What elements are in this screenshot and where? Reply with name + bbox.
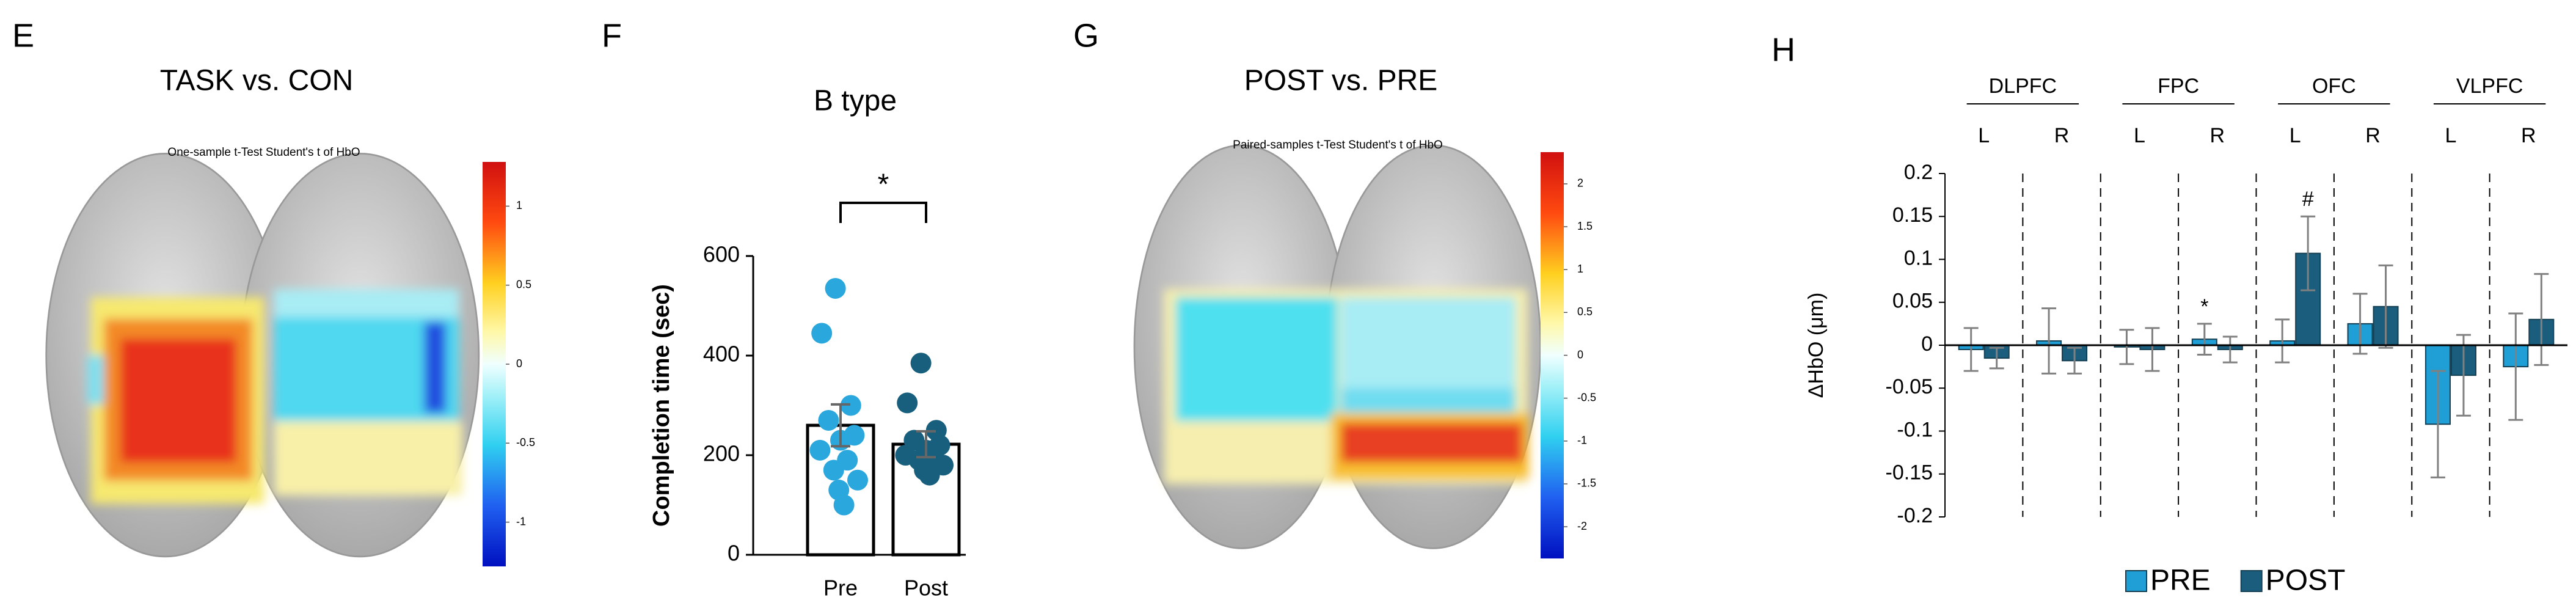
panel-title: B type [814, 85, 897, 117]
error-bar [1963, 327, 1979, 372]
colorbar-tick-label: 0 [1577, 348, 1583, 360]
x-tick-label: L [1978, 124, 1990, 147]
colorbar-tick-label: -1.5 [1577, 477, 1596, 489]
group-label: VLPFC [2456, 75, 2523, 98]
panel-letter: E [12, 17, 34, 54]
error-bar [2145, 327, 2160, 372]
colorbar-tick-label: 1 [516, 199, 522, 211]
colorbar-tick-label: -0.5 [1577, 391, 1596, 403]
error-bar [2430, 370, 2445, 478]
panel-subtitle: Paired-samples t-Test Student's t of HbO [1233, 139, 1443, 152]
data-point [825, 277, 846, 299]
x-tick-label: L [2290, 124, 2301, 147]
colorbar-tick-label: 1 [1577, 263, 1583, 275]
x-tick-label: L [2445, 124, 2456, 147]
colorbar [483, 162, 506, 566]
error-bar [2041, 307, 2057, 375]
x-tick-label: R [2521, 124, 2536, 147]
x-tick-label: R [2210, 124, 2225, 147]
data-point [811, 323, 833, 344]
colorbar-tick-label: 0 [516, 357, 522, 370]
colorbar-tick-label: -2 [1577, 520, 1587, 532]
y-tick-label: 0.15 [1892, 203, 1933, 227]
error-bar [2275, 318, 2290, 364]
x-tick-label: Post [904, 576, 948, 601]
error-bar [2378, 264, 2393, 349]
y-tick-label: 0.2 [1904, 161, 1933, 184]
y-axis-label: ΔHbO (μm) [1804, 293, 1828, 398]
y-tick-label: -0.2 [1897, 504, 1933, 527]
colorbar-tick-label: -1 [516, 515, 526, 527]
y-tick-label: 0.1 [1904, 246, 1933, 269]
y-tick-label: 400 [703, 342, 740, 367]
colorbar [1541, 152, 1564, 558]
data-point [809, 439, 831, 461]
group-label: OFC [2312, 75, 2356, 98]
data-point [910, 353, 932, 374]
legend-swatch [2240, 570, 2263, 592]
significance-bracket [839, 202, 927, 223]
panel-letter: G [1073, 17, 1099, 54]
error-bar [2222, 335, 2238, 364]
error-bar [2456, 334, 2471, 417]
y-tick-label: -0.1 [1897, 418, 1933, 441]
brain-map [1133, 144, 1542, 549]
panel-letter: H [1771, 31, 1795, 68]
panel-title: POST vs. PRE [1244, 65, 1438, 97]
x-tick-label: L [2134, 124, 2145, 147]
error-bar [916, 430, 936, 459]
data-point [847, 469, 868, 491]
brain-map [45, 153, 480, 558]
error-bar [2067, 346, 2082, 375]
y-tick-label: 0 [1921, 332, 1933, 356]
error-bar [2508, 312, 2523, 421]
y-tick-label: -0.05 [1886, 375, 1933, 398]
y-tick-label: 200 [703, 441, 740, 466]
significance-mark: # [2302, 188, 2314, 211]
error-bar [831, 403, 850, 448]
error-bar [2119, 329, 2134, 365]
data-point [818, 409, 839, 431]
significance-mark: * [2200, 295, 2208, 318]
panel-subtitle: One-sample t-Test Student's t of HbO [167, 146, 360, 159]
data-point [897, 392, 918, 414]
error-bar [2197, 323, 2212, 356]
significance-mark: * [878, 169, 889, 201]
data-point [823, 459, 844, 481]
data-point [833, 494, 855, 516]
colorbar-tick-label: -0.5 [516, 436, 535, 448]
y-tick-label: 0 [728, 541, 740, 566]
data-point [840, 395, 861, 416]
legend-swatch [2125, 570, 2147, 592]
panel-title: TASK vs. CON [160, 65, 353, 97]
error-bar [2301, 215, 2316, 291]
panel-letter: F [602, 17, 622, 54]
group-label: DLPFC [1989, 75, 2057, 98]
group-label: FPC [2158, 75, 2199, 98]
y-tick-label: 600 [703, 242, 740, 267]
error-bar [2352, 293, 2368, 355]
colorbar-tick-label: 1.5 [1577, 220, 1593, 232]
x-tick-label: R [2365, 124, 2381, 147]
legend-label: POST [2266, 565, 2346, 597]
data-point [919, 464, 940, 486]
y-tick-label: 0.05 [1892, 290, 1933, 313]
x-tick-label: R [2054, 124, 2070, 147]
y-axis-label: Completion time (sec) [649, 284, 674, 527]
y-tick-label: -0.15 [1886, 461, 1933, 485]
colorbar-tick-label: 0.5 [1577, 306, 1593, 318]
colorbar-tick-label: 0.5 [516, 278, 531, 290]
error-bar [2534, 273, 2549, 366]
error-bar [1989, 346, 2004, 370]
colorbar-tick-label: 2 [1577, 177, 1583, 189]
colorbar-tick-label: -1 [1577, 434, 1587, 447]
legend-label: PRE [2150, 565, 2211, 597]
x-tick-label: Pre [823, 576, 858, 601]
